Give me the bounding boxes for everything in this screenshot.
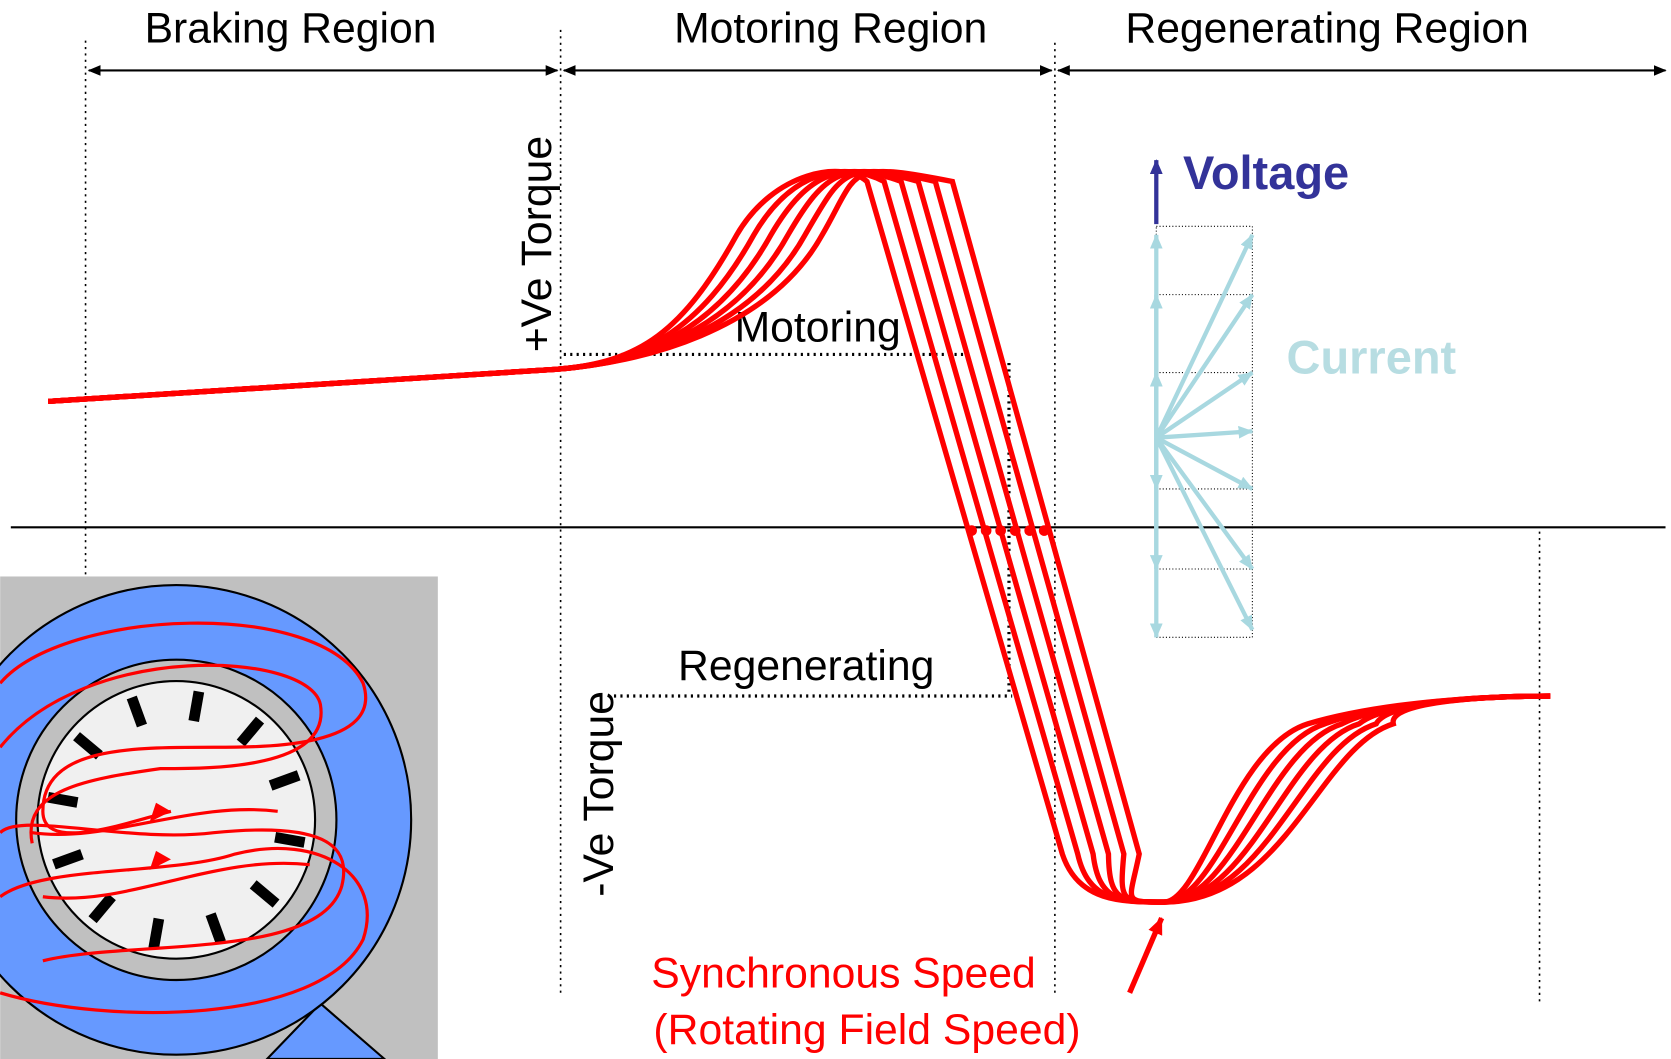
region-label: Regenerating Region	[1125, 5, 1528, 53]
motor-illustration	[0, 576, 438, 1059]
axis-label: +Ve Torque	[513, 136, 561, 352]
crossing-dot	[995, 525, 1006, 536]
crossing-dot	[1024, 525, 1036, 536]
rotor-bar	[188, 690, 205, 722]
crossing-dot	[1038, 525, 1050, 536]
current-phasor	[1155, 370, 1254, 440]
annotation: (Rotating Field Speed)	[653, 1006, 1080, 1054]
crossing-dot	[1009, 525, 1021, 536]
region-dividers	[84, 29, 1541, 1006]
torque-curve	[48, 168, 1551, 905]
region-label: Braking Region	[145, 5, 437, 53]
current-phasor	[1154, 436, 1255, 631]
phasor-label: Current	[1287, 331, 1457, 384]
rotor-bar	[73, 732, 103, 760]
current-phasor	[1154, 293, 1255, 439]
rotor-bar	[274, 832, 306, 848]
current-phasor	[1155, 435, 1254, 491]
axis-label: -Ve Torque	[575, 691, 623, 897]
current-phasors	[1149, 233, 1255, 639]
rotor-bar	[236, 716, 265, 747]
pointer-arrow	[1127, 917, 1165, 994]
crossing-dot	[966, 525, 977, 536]
rotor-bar	[249, 880, 280, 908]
region-label: Motoring Region	[674, 5, 987, 53]
rotor-bar	[52, 849, 84, 870]
torque-curve	[48, 168, 1551, 905]
current-phasor	[1154, 233, 1255, 439]
operating-lines	[563, 352, 1013, 698]
annotation: Regenerating	[678, 642, 934, 690]
phasor-label: Voltage	[1183, 146, 1349, 199]
annotation: Motoring	[735, 304, 901, 352]
crossing-dot	[980, 525, 992, 536]
rotor-bar	[148, 917, 165, 950]
annotation: Synchronous Speed	[651, 949, 1035, 997]
torque-curves	[48, 168, 1551, 905]
torque-curve	[48, 168, 1551, 905]
current-phasor	[1154, 436, 1255, 571]
rotor-bar	[88, 893, 116, 924]
current-phasor	[1156, 425, 1254, 440]
rotor-bar	[205, 912, 226, 945]
rotor-bar	[268, 770, 301, 791]
torque-curve	[48, 168, 1551, 905]
rotor-bar	[126, 695, 147, 728]
